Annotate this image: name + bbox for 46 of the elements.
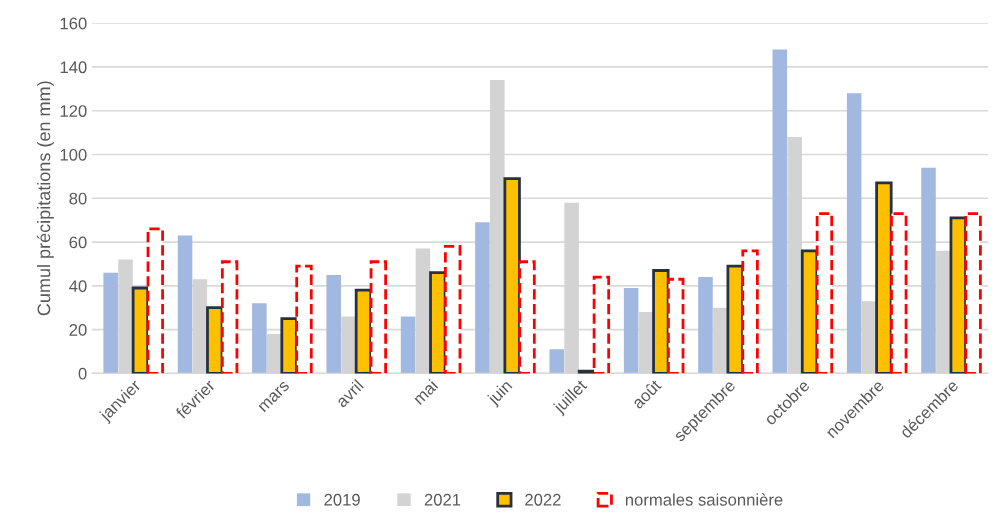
bar [369,260,388,374]
bar [146,227,164,374]
bar [846,93,862,374]
bar [815,212,834,374]
bar [252,303,267,374]
bar [295,264,313,374]
legend-label: 2021 [424,493,461,506]
bar [772,49,788,374]
x-tick-label: avril [334,379,364,408]
y-tick-label: 100 [60,148,87,161]
bar [698,277,713,374]
x-tick-label: juin [486,379,515,408]
bar [921,167,936,374]
y-tick-label: 140 [60,61,87,74]
bar [549,349,565,374]
bar [220,260,239,374]
bar [326,274,342,374]
legend-label: 2022 [525,493,561,506]
bar [741,249,759,374]
bar [592,275,611,374]
y-tick-label: 40 [69,280,87,293]
y-tick-label: 80 [69,192,87,205]
bar [177,235,193,374]
y-tick-label: 120 [60,105,87,117]
bar [964,212,982,374]
y-tick-label: 60 [69,236,87,249]
bar [475,222,490,374]
y-tick-label: 20 [69,324,87,336]
y-tick-label: 160 [60,17,87,30]
bar [652,269,670,374]
bar [400,316,416,374]
bar [623,288,639,374]
x-tick-label: mai [412,379,439,406]
bar [103,272,118,374]
bar [875,181,893,374]
bar [667,277,685,374]
bar [444,245,462,374]
bar [280,317,298,374]
bar [518,260,536,374]
legend-label: normales saisonnière [625,493,783,506]
bar [890,212,908,374]
y-tick-label: 0 [78,367,87,380]
bar [503,177,521,374]
x-tick-label: août [630,378,662,410]
y-axis-title: Cumul précipitations (en mm) [36,81,54,316]
legend-label: 2019 [324,493,360,506]
